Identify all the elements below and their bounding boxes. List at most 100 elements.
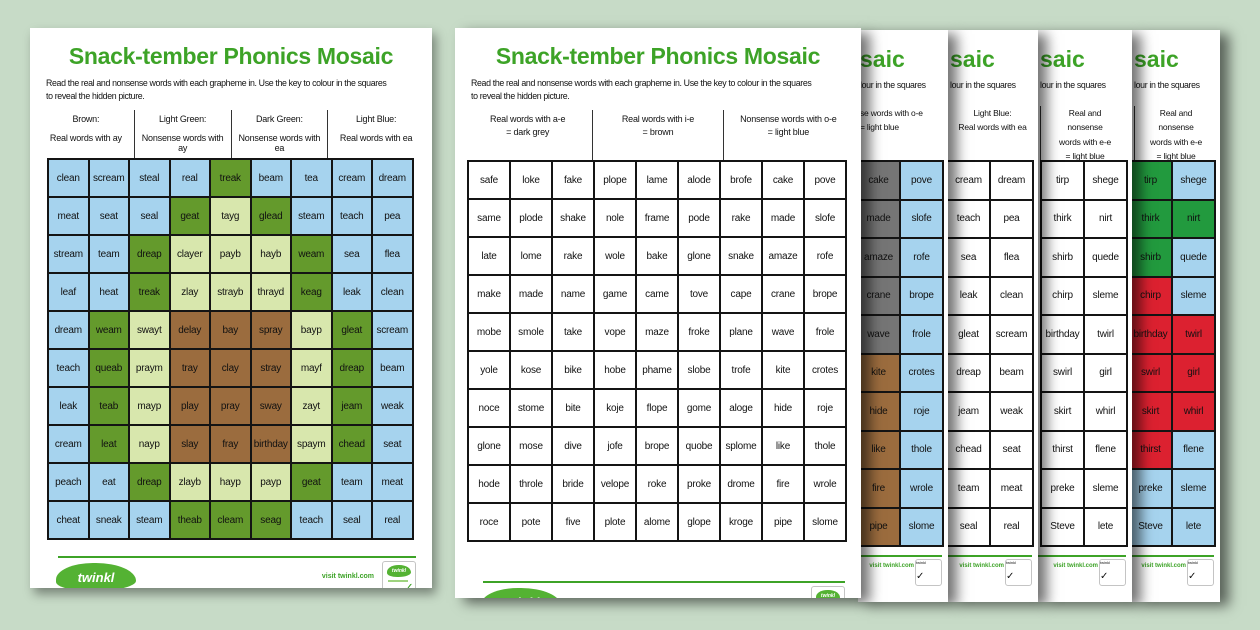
worksheet-page-4-edge: saic lour in the squares Light Blue: Real… — [948, 30, 1038, 602]
grid-cell: rofe — [804, 237, 846, 275]
grid-cell: lome — [510, 237, 552, 275]
grid-cell: jofe — [594, 427, 636, 465]
key-section: Nonsense words with o-e = light blue — [722, 109, 853, 170]
grid-cell: mayp — [129, 387, 170, 425]
grid-cell: clayer — [169, 235, 210, 273]
key-rule-label: = brown — [642, 126, 674, 137]
grid-cell: flea — [990, 238, 1033, 277]
grid-cell: clean — [990, 276, 1033, 315]
grid-cell: thirst — [1132, 430, 1172, 469]
key-line: Real words with ea — [958, 122, 1027, 133]
grid-cell: snake — [720, 237, 762, 275]
key-colour-label: Light Blue: — [355, 113, 397, 124]
grid-cell: hayp — [210, 463, 251, 501]
grid-cell: fire — [858, 469, 900, 508]
grid-cell: fire — [762, 465, 804, 503]
key-line: words with e-e — [1059, 136, 1111, 147]
footer-divider — [858, 555, 942, 557]
grid-cell: team — [948, 469, 990, 508]
grid-cell: hode — [468, 465, 510, 503]
grid-cell: delay — [169, 311, 210, 349]
grid-cell: aloge — [720, 389, 762, 427]
grid-cell: cake — [762, 161, 804, 199]
grid-cell: praym — [129, 349, 170, 387]
grid-cell: throle — [510, 465, 552, 503]
badge-text-line — [388, 580, 408, 582]
grid-cell: cream — [48, 425, 89, 463]
footer-divider — [948, 555, 1032, 557]
twinkl-quality-badge: twinkl ✓ — [811, 586, 845, 598]
grid-cell: steam — [291, 197, 332, 235]
word-grid-fragment: cream dream teach pea sea flea leak clean gleat s… — [948, 160, 1034, 547]
grid-cell: thole — [804, 427, 846, 465]
grid-cell: shege — [1084, 161, 1127, 200]
grid-cell: spaym — [291, 425, 332, 463]
grid-cell: weam — [88, 311, 129, 349]
grid-cell: teach — [291, 501, 332, 539]
grid-cell: steam — [129, 501, 170, 539]
colour-key: Brown: Real words with ay Light Green: Nons… — [38, 109, 424, 170]
grid-cell: payp — [250, 463, 291, 501]
page-title: Snack-tember Phonics Mosaic — [495, 43, 821, 69]
grid-cell: thole — [900, 430, 943, 469]
grid-cell: late — [468, 237, 510, 275]
grid-cell: bake — [636, 237, 678, 275]
page-title-fragment: saic — [860, 46, 905, 72]
grid-cell: hide — [858, 392, 900, 431]
grid-cell: whirl — [1084, 392, 1127, 431]
visit-twinkl-text: visit twinkl.com — [869, 563, 914, 569]
grid-cell: queab — [88, 349, 129, 387]
grid-cell: sea — [948, 238, 990, 277]
grid-cell: pove — [804, 161, 846, 199]
grid-cell: bite — [552, 389, 594, 427]
page-title-fragment: saic — [1040, 46, 1085, 72]
grid-cell: weak — [372, 387, 413, 425]
grid-cell: strayb — [210, 273, 251, 311]
grid-cell: nirt — [1084, 199, 1127, 238]
grid-cell: noce — [468, 389, 510, 427]
grid-cell: kite — [858, 353, 900, 392]
word-grid: safe loke fake plope lame alode brofe cake pove s… — [467, 160, 847, 542]
grid-cell: Steve — [1041, 507, 1084, 546]
grid-cell: pote — [510, 503, 552, 541]
grid-cell: birthday — [1041, 315, 1084, 354]
grid-cell: lete — [1084, 507, 1127, 546]
grid-cell: chead — [948, 430, 990, 469]
grid-cell: theab — [169, 501, 210, 539]
twinkl-mini-logo-icon: twinkl — [816, 590, 840, 598]
grid-cell: tray — [169, 349, 210, 387]
grid-cell: made — [858, 199, 900, 238]
instructions-fragment: lour in the squares — [950, 80, 1016, 90]
key-rule-label: Real words with ay — [49, 132, 122, 143]
grid-cell: eat — [88, 463, 129, 501]
grid-cell: wrole — [900, 469, 943, 508]
visit-twinkl-text: visit twinkl.com — [1141, 563, 1186, 569]
grid-cell: sleme — [1172, 469, 1215, 508]
grid-cell: nirt — [1172, 199, 1215, 238]
twinkl-quality-badge: twinkl ✓ — [1099, 559, 1126, 586]
check-icon: ✓ — [916, 570, 925, 582]
grid-cell: hide — [762, 389, 804, 427]
grid-cell: preke — [1041, 469, 1084, 508]
grid-cell: treak — [129, 273, 170, 311]
check-icon: ✓ — [403, 580, 414, 588]
grid-cell: pea — [990, 199, 1033, 238]
grid-cell: stome — [510, 389, 552, 427]
grid-cell: pove — [900, 161, 943, 200]
key-colour-label: Nonsense words with o-e — [740, 113, 837, 124]
grid-cell: dreap — [331, 349, 372, 387]
grid-cell: tea — [291, 159, 332, 197]
grid-cell: swirl — [1041, 353, 1084, 392]
page-title-fragment: saic — [950, 46, 995, 72]
grid-cell: real — [169, 159, 210, 197]
grid-cell: quede — [1084, 238, 1127, 277]
word-grid: clean scream steal real treak beam tea cream dre… — [47, 158, 414, 540]
twinkl-quality-badge: twinkl ✓ — [382, 561, 416, 588]
twinkl-mini-logo-icon: twinkl — [1188, 560, 1199, 565]
grid-cell: girl — [1084, 353, 1127, 392]
key-colour-label: Brown: — [72, 113, 100, 124]
key-section: Light Green: Nonsense words with ay — [133, 109, 231, 170]
grid-cell: cream — [948, 161, 990, 200]
grid-cell: wole — [594, 237, 636, 275]
grid-cell: treak — [210, 159, 251, 197]
